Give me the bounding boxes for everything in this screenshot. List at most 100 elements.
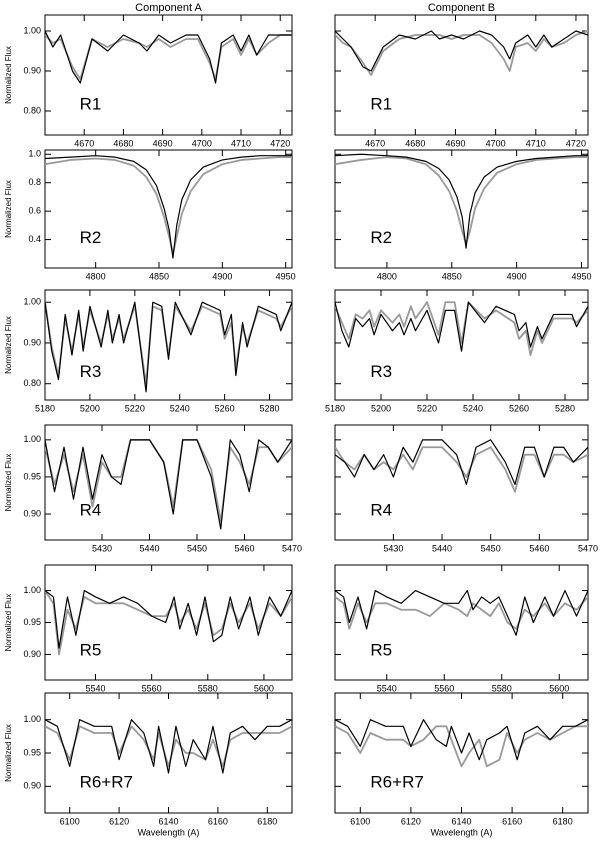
x-tick-label: 4700 bbox=[192, 138, 212, 148]
spectrum-line bbox=[45, 725, 292, 768]
x-tick-label: 5540 bbox=[377, 683, 397, 693]
x-tick-label: 4950 bbox=[276, 271, 296, 281]
x-tick-label: 4900 bbox=[507, 271, 527, 281]
x-tick-label: 5200 bbox=[371, 403, 391, 413]
x-axis-label: Wavelength (A) bbox=[431, 827, 493, 837]
x-tick-label: 6180 bbox=[257, 816, 277, 826]
panel-frame bbox=[44, 14, 293, 136]
x-tick-label: 6160 bbox=[208, 816, 228, 826]
x-tick-label: 4850 bbox=[442, 271, 462, 281]
x-tick-label: 4800 bbox=[377, 271, 397, 281]
y-tick-label: 0.6 bbox=[28, 206, 41, 216]
x-tick-label: 5460 bbox=[234, 543, 254, 553]
y-tick-label: 0.95 bbox=[23, 471, 41, 481]
x-tick-label: 4710 bbox=[231, 138, 251, 148]
region-label: R2 bbox=[80, 228, 102, 247]
x-tick-label: 6100 bbox=[60, 816, 80, 826]
x-tick-label: 6120 bbox=[109, 816, 129, 826]
x-tick-label: 6140 bbox=[158, 816, 178, 826]
y-axis-label: Normalized Flux bbox=[4, 316, 13, 374]
x-tick-label: 4900 bbox=[212, 271, 232, 281]
x-tick-label: 4680 bbox=[405, 138, 425, 148]
region-label: R1 bbox=[370, 94, 392, 113]
region-label: R6+R7 bbox=[80, 772, 133, 791]
y-tick-label: 0.80 bbox=[23, 105, 41, 115]
y-tick-label: 1.0 bbox=[28, 149, 41, 159]
x-tick-label: 5200 bbox=[80, 403, 100, 413]
x-tick-label: 5180 bbox=[325, 403, 345, 413]
x-tick-label: 4720 bbox=[270, 138, 290, 148]
x-tick-label: 4690 bbox=[445, 138, 465, 148]
x-tick-label: 6120 bbox=[401, 816, 421, 826]
y-tick-label: 0.90 bbox=[23, 649, 41, 659]
x-tick-label: 4700 bbox=[486, 138, 506, 148]
y-tick-label: 1.00 bbox=[23, 25, 41, 35]
spectrum-line bbox=[45, 719, 292, 774]
x-tick-label: 5280 bbox=[555, 403, 575, 413]
spectrum-line bbox=[45, 30, 292, 84]
y-axis-label: Normalized Flux bbox=[4, 594, 13, 652]
region-label: R5 bbox=[370, 641, 392, 660]
x-tick-label: 4800 bbox=[86, 271, 106, 281]
column-title: Component A bbox=[135, 2, 202, 14]
y-tick-label: 0.90 bbox=[23, 337, 41, 347]
x-tick-label: 4670 bbox=[365, 138, 385, 148]
x-tick-label: 5580 bbox=[198, 683, 218, 693]
x-tick-label: 5470 bbox=[578, 543, 598, 553]
region-label: R4 bbox=[80, 501, 102, 520]
spectrum-line bbox=[45, 155, 292, 259]
y-axis-label: Normalized Flux bbox=[4, 180, 13, 238]
spectrum-line bbox=[335, 301, 588, 352]
x-tick-label: 5280 bbox=[260, 403, 280, 413]
y-axis-label: Normalized Flux bbox=[4, 724, 13, 782]
x-tick-label: 5460 bbox=[529, 543, 549, 553]
x-tick-label: 6160 bbox=[502, 816, 522, 826]
spectrum-line bbox=[45, 438, 292, 523]
x-tick-label: 5470 bbox=[282, 543, 302, 553]
panel-frame bbox=[334, 14, 589, 136]
y-axis-label: Normalized Flux bbox=[4, 46, 13, 104]
y-tick-label: 1.00 bbox=[23, 434, 41, 444]
x-tick-label: 5580 bbox=[492, 683, 512, 693]
x-tick-label: 5600 bbox=[549, 683, 569, 693]
spectrum-line bbox=[335, 153, 588, 249]
x-tick-label: 5540 bbox=[86, 683, 106, 693]
panel-frame bbox=[44, 149, 293, 269]
x-tick-label: 5600 bbox=[254, 683, 274, 693]
spectrum-line bbox=[45, 439, 292, 530]
spectrum-line bbox=[45, 589, 292, 649]
region-label: R2 bbox=[370, 228, 392, 247]
x-tick-label: 4670 bbox=[74, 138, 94, 148]
x-tick-label: 6100 bbox=[350, 816, 370, 826]
x-tick-label: 5240 bbox=[463, 403, 483, 413]
panel-frame bbox=[334, 289, 589, 401]
y-tick-label: 1.00 bbox=[23, 585, 41, 595]
x-tick-label: 4690 bbox=[153, 138, 173, 148]
x-axis-label: Wavelength (A) bbox=[138, 827, 200, 837]
panel-frame bbox=[44, 692, 293, 814]
x-tick-label: 6180 bbox=[553, 816, 573, 826]
y-tick-label: 1.00 bbox=[23, 297, 41, 307]
y-tick-label: 0.90 bbox=[23, 508, 41, 518]
spectrum-line bbox=[335, 301, 588, 357]
y-tick-label: 1.00 bbox=[23, 714, 41, 724]
panel-frame bbox=[334, 149, 589, 269]
spectrum-line bbox=[45, 34, 292, 80]
column-title: Component B bbox=[428, 2, 495, 14]
x-tick-label: 5440 bbox=[432, 543, 452, 553]
y-tick-label: 0.90 bbox=[23, 65, 41, 75]
x-tick-label: 5430 bbox=[383, 543, 403, 553]
x-tick-label: 5220 bbox=[417, 403, 437, 413]
x-tick-label: 5450 bbox=[481, 543, 501, 553]
x-tick-label: 5430 bbox=[92, 543, 112, 553]
y-tick-label: 0.95 bbox=[23, 617, 41, 627]
spectrum-line bbox=[335, 589, 588, 636]
x-tick-label: 4950 bbox=[571, 271, 591, 281]
x-tick-label: 5240 bbox=[170, 403, 190, 413]
spectrum-line bbox=[335, 30, 588, 72]
x-tick-label: 5260 bbox=[215, 403, 235, 413]
panel-frame bbox=[334, 564, 589, 681]
x-tick-label: 5260 bbox=[509, 403, 529, 413]
y-tick-label: 0.8 bbox=[28, 177, 41, 187]
